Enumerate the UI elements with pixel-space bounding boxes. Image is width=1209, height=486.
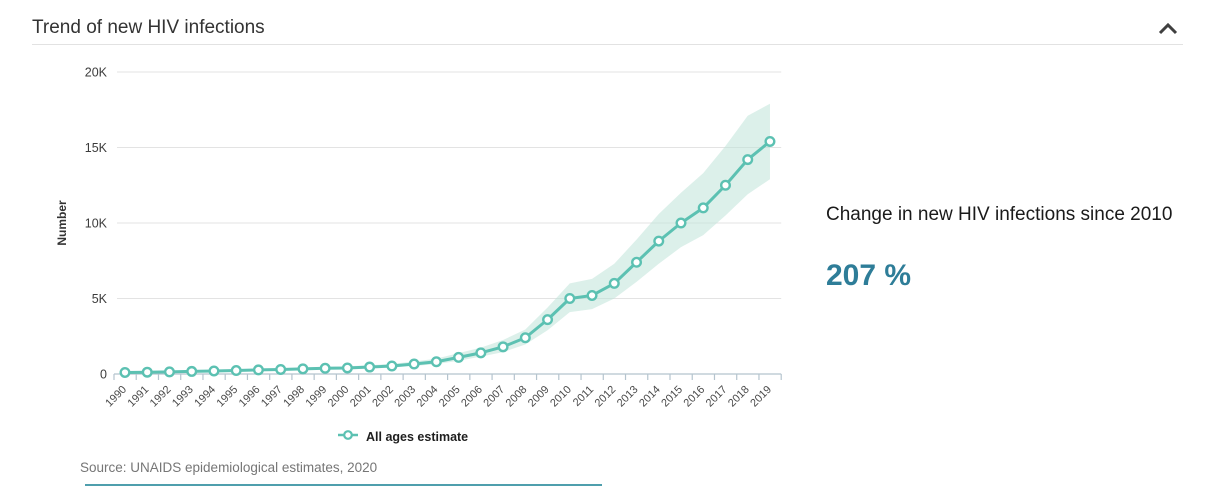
panel-header: Trend of new HIV infections [32,12,1183,44]
data-point-1990[interactable] [119,366,131,378]
legend-item-all-ages[interactable]: All ages estimate [338,428,468,446]
header-divider [32,44,1183,45]
y-tick-label: 15K [85,141,108,155]
data-point-1993[interactable] [186,365,198,377]
x-tick-label-2015: 2015 [659,384,685,410]
data-point-2006[interactable] [475,347,487,359]
data-point-2009[interactable] [542,314,554,326]
data-point-2000[interactable] [341,362,353,374]
x-tick-label-1992: 1992 [148,384,174,410]
y-tick-label: 10K [85,217,108,231]
x-tick-label-2002: 2002 [370,384,396,410]
page-title: Trend of new HIV infections [32,17,265,38]
x-tick-label-2004: 2004 [415,384,441,410]
x-tick-label-2014: 2014 [637,384,663,410]
x-tick-label-2019: 2019 [748,384,774,410]
x-tick-label-1990: 1990 [103,384,129,410]
x-tick-label-2005: 2005 [437,384,463,410]
data-point-2018[interactable] [742,154,754,166]
data-point-1994[interactable] [208,365,220,377]
x-tick-label-1995: 1995 [215,384,241,410]
data-point-1991[interactable] [141,366,153,378]
data-point-2010[interactable] [564,292,576,304]
chevron-up-icon [1158,22,1178,35]
data-point-2005[interactable] [453,351,465,363]
x-tick-label-2018: 2018 [726,384,752,410]
x-tick-label-2003: 2003 [392,384,418,410]
legend-label: All ages estimate [366,430,469,444]
legend-marker-icon [338,428,358,446]
x-tick-label-2009: 2009 [526,384,552,410]
x-tick-label-2008: 2008 [504,384,530,410]
line-chart: 0 5K 10K 15K 20K Number 1990 1991 1992 1993 1994 19… [55,55,815,430]
data-point-2001[interactable] [364,361,376,373]
stat-value: 207 % [826,259,912,292]
stat-label: Change in new HIV infections since 2010 [826,204,1173,225]
x-tick-label-2010: 2010 [548,384,574,410]
data-point-2004[interactable] [430,356,442,368]
x-tick-label-2006: 2006 [459,384,485,410]
chart-svg: 05K10K15K20KNumber1990199119921993199419… [55,66,782,410]
source-note: Source: UNAIDS epidemiological estimates… [80,460,378,475]
data-point-2002[interactable] [386,360,398,372]
data-point-2003[interactable] [408,358,420,370]
data-point-2017[interactable] [719,179,731,191]
collapse-section-button[interactable] [1153,16,1183,42]
data-point-1999[interactable] [319,362,331,374]
x-tick-label-1993: 1993 [170,384,196,410]
x-tick-label-2001: 2001 [348,384,374,410]
x-tick-label-1996: 1996 [237,384,263,410]
x-tick-label-2017: 2017 [704,384,730,410]
data-point-2011[interactable] [586,289,598,301]
data-point-1992[interactable] [163,366,175,378]
data-point-1997[interactable] [275,363,287,375]
x-tick-label-1994: 1994 [192,384,218,410]
data-point-2008[interactable] [519,332,531,344]
x-tick-label-1998: 1998 [281,384,307,410]
data-point-2013[interactable] [631,256,643,268]
chart-line [123,139,772,374]
x-tick-label-1999: 1999 [303,384,329,410]
x-tick-label-1991: 1991 [126,384,152,410]
x-tick-label-2000: 2000 [326,384,352,410]
data-point-1996[interactable] [252,364,264,376]
x-tick-label-2013: 2013 [615,384,641,410]
data-point-2012[interactable] [608,277,620,289]
y-axis-title: Number [55,200,69,246]
data-point-2007[interactable] [497,341,509,353]
confidence-band [125,103,770,373]
next-section-divider [85,484,602,486]
y-tick-label: 5K [92,292,108,306]
data-point-2016[interactable] [697,202,709,214]
data-point-1995[interactable] [230,365,242,377]
data-point-1998[interactable] [297,363,309,375]
data-point-2014[interactable] [653,235,665,247]
x-tick-label-1997: 1997 [259,384,285,410]
stat-callout: Change in new HIV infections since 2010 … [826,202,1176,293]
x-tick-label-2007: 2007 [481,384,507,410]
data-point-2019[interactable] [764,135,776,147]
data-point-2015[interactable] [675,217,687,229]
x-tick-label-2016: 2016 [682,384,708,410]
x-tick-label-2011: 2011 [571,384,596,409]
x-tick-label-2012: 2012 [593,384,619,410]
y-tick-label: 0 [100,368,107,382]
y-tick-label: 20K [85,66,108,80]
